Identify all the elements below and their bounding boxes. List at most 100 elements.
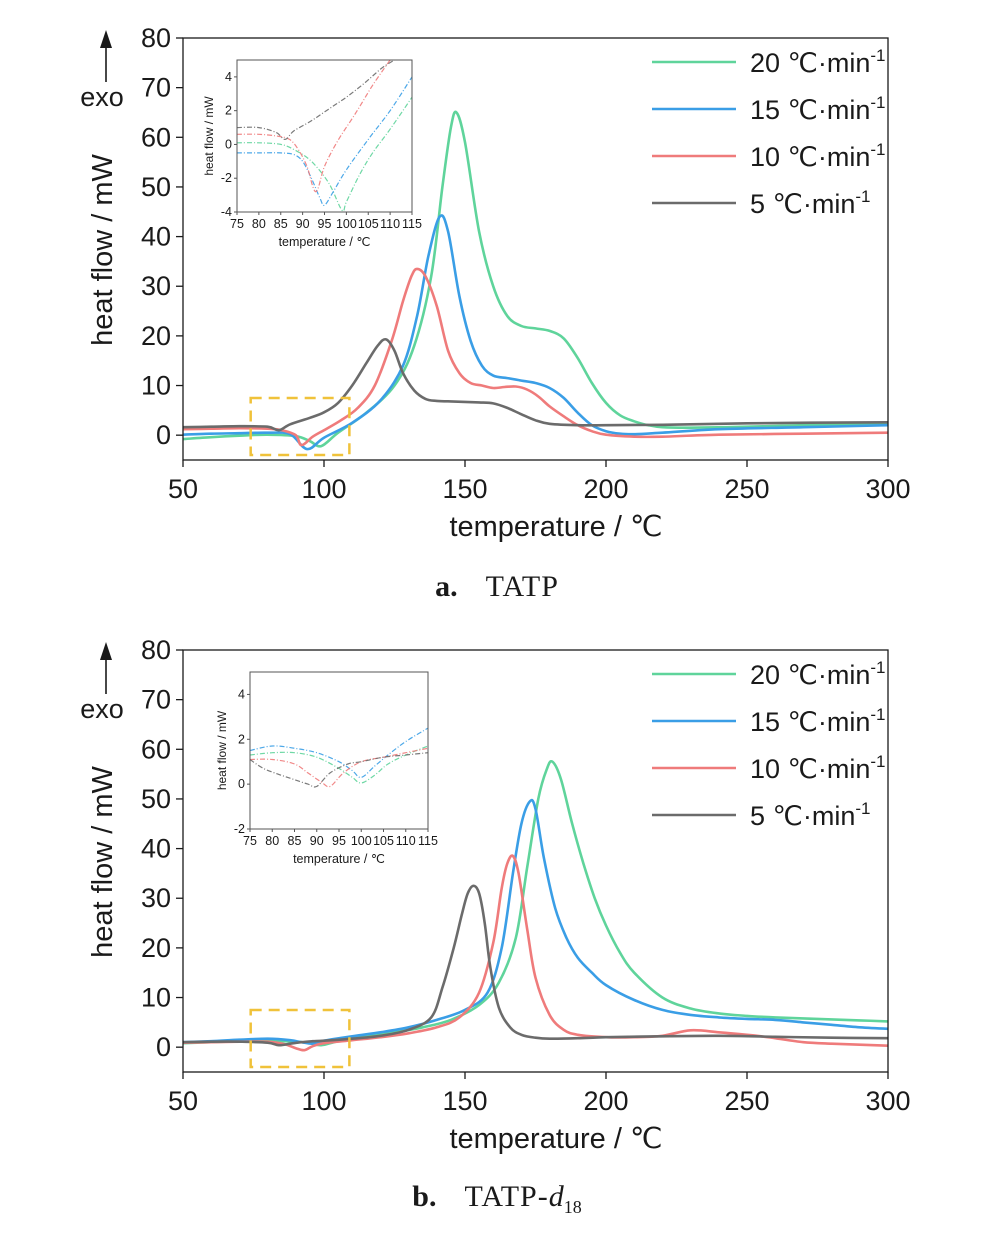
series-line-1	[183, 214, 888, 451]
inset-x-tick-label-6: 105	[373, 834, 394, 848]
x-tick-label-0: 50	[168, 1086, 198, 1116]
caption-a: a. TATP	[0, 570, 994, 604]
y-tick-label-6: 60	[141, 734, 171, 764]
y-tick-label-7: 70	[141, 73, 171, 103]
inset-x-tick-label-0: 75	[230, 217, 244, 231]
inset-x-tick-label-2: 85	[288, 834, 302, 848]
exo-label: exo	[80, 82, 124, 112]
legend-label-0: 20 ℃·min-1	[750, 658, 885, 690]
inset-frame	[236, 59, 413, 213]
y-tick-label-5: 50	[141, 172, 171, 202]
x-tick-label-3: 200	[583, 474, 628, 504]
x-tick-label-2: 150	[442, 474, 487, 504]
inset-x-tick-label-8: 115	[418, 834, 438, 848]
y-tick-label-7: 70	[141, 685, 171, 715]
caption-b: b. TATP-d18	[0, 1180, 994, 1218]
inset-x-tick-label-6: 105	[358, 217, 379, 231]
x-tick-label-4: 250	[724, 474, 769, 504]
inset-x-tick-label-3: 90	[310, 834, 324, 848]
inset-x-tick-label-4: 95	[332, 834, 346, 848]
inset-y-tick-label-0: -4	[221, 205, 232, 219]
legend-label-sup-2: -1	[870, 752, 885, 771]
y-tick-label-1: 10	[141, 983, 171, 1013]
inset-x-tick-label-3: 90	[296, 217, 310, 231]
caption-name: TATP-	[464, 1180, 549, 1213]
inset-y-tick-label-3: 4	[238, 687, 245, 701]
inset-series-line-0	[237, 96, 412, 212]
series-line-1	[183, 798, 888, 1046]
inset-y-tick-label-1: 0	[238, 777, 245, 791]
legend-label-1: 15 ℃·min-1	[750, 93, 885, 125]
series-line-3	[183, 884, 888, 1047]
plot-frame	[182, 649, 889, 1073]
inset-y-axis-label: heat flow / mW	[215, 710, 229, 790]
series-line-2	[183, 854, 888, 1052]
series-group	[183, 110, 888, 451]
inset-x-tick-label-7: 110	[380, 217, 400, 231]
y-axis-label: heat flow / mW	[87, 765, 119, 957]
x-tick-label-1: 100	[301, 1086, 346, 1116]
inset-x-tick-label-7: 110	[396, 834, 416, 848]
legend-label-2: 10 ℃·min-1	[750, 752, 885, 784]
y-axis-label: heat flow / mW	[87, 153, 119, 345]
y-tick-label-3: 30	[141, 271, 171, 301]
inset-x-tick-label-1: 80	[265, 834, 279, 848]
y-tick-label-2: 20	[141, 321, 171, 351]
y-tick-label-0: 0	[156, 420, 171, 450]
y-tick-label-8: 80	[141, 23, 171, 53]
inset-x-axis-label: temperature / ℃	[279, 235, 371, 249]
legend-label-3: 5 ℃·min-1	[750, 799, 870, 831]
legend-label-sup-3: -1	[855, 187, 870, 206]
caption-italic: d	[548, 1180, 564, 1213]
legend-label-2: 10 ℃·min-1	[750, 140, 885, 172]
inset-x-tick-label-0: 75	[243, 834, 257, 848]
series-group	[183, 760, 888, 1052]
inset-y-tick-label-3: 2	[225, 104, 232, 118]
y-tick-label-3: 30	[141, 883, 171, 913]
x-tick-label-4: 250	[724, 1086, 769, 1116]
legend-label-0: 20 ℃·min-1	[750, 46, 885, 78]
x-tick-label-0: 50	[168, 474, 198, 504]
inset-series-line-0	[250, 745, 428, 784]
series-line-2	[183, 267, 888, 447]
inset-y-tick-label-2: 2	[238, 732, 245, 746]
inset-series-line-1	[250, 727, 428, 779]
chart-panel-b: 50 100 150 200 250 300 0 10 20 30 40 50 60 70 80 temper…	[0, 612, 994, 1237]
inset-series-line-3	[237, 60, 395, 140]
caption-name: TATP	[485, 570, 559, 603]
inset-y-tick-label-1: -2	[221, 171, 232, 185]
inset-series-group	[237, 60, 412, 212]
inset-y-tick-label-0: -2	[234, 822, 245, 836]
inset-series-line-3	[250, 752, 428, 788]
legend-label-sup-1: -1	[870, 93, 885, 112]
legend-label-3: 5 ℃·min-1	[750, 187, 870, 219]
exo-arrow-head	[100, 642, 112, 660]
legend-label-sup-0: -1	[870, 46, 885, 65]
legend-label-1: 15 ℃·min-1	[750, 705, 885, 737]
inset-x-tick-label-5: 100	[351, 834, 372, 848]
inset-x-tick-label-4: 95	[318, 217, 332, 231]
caption-letter: a.	[435, 570, 458, 603]
exo-label: exo	[80, 694, 124, 724]
y-tick-label-8: 80	[141, 635, 171, 665]
inset-y-axis-label: heat flow / mW	[202, 96, 216, 176]
caption-letter: b.	[412, 1180, 437, 1213]
inset-x-tick-label-1: 80	[252, 217, 266, 231]
chart-b: 50 100 150 200 250 30001020304050607080temper…	[80, 635, 910, 1155]
y-tick-label-4: 40	[141, 222, 171, 252]
chart-panel-a: 50 100 150 200 250 300 0 10 20 30 40 50 60 70 80 temper…	[0, 0, 994, 612]
inset-series-line-1	[237, 76, 412, 207]
legend-label-sup-2: -1	[870, 140, 885, 159]
x-tick-label-2: 150	[442, 1086, 487, 1116]
exo-arrow-head	[100, 30, 112, 48]
highlight-box	[249, 1008, 351, 1069]
inset-series-line-2	[237, 60, 391, 193]
inset-x-axis-label: temperature / ℃	[293, 852, 385, 866]
inset-x-tick-label-5: 100	[336, 217, 357, 231]
x-tick-label-5: 300	[865, 1086, 910, 1116]
x-tick-label-1: 100	[301, 474, 346, 504]
plot-frame	[182, 37, 889, 461]
x-tick-label-5: 300	[865, 474, 910, 504]
inset-x-tick-label-8: 115	[402, 217, 422, 231]
y-tick-label-1: 10	[141, 371, 171, 401]
